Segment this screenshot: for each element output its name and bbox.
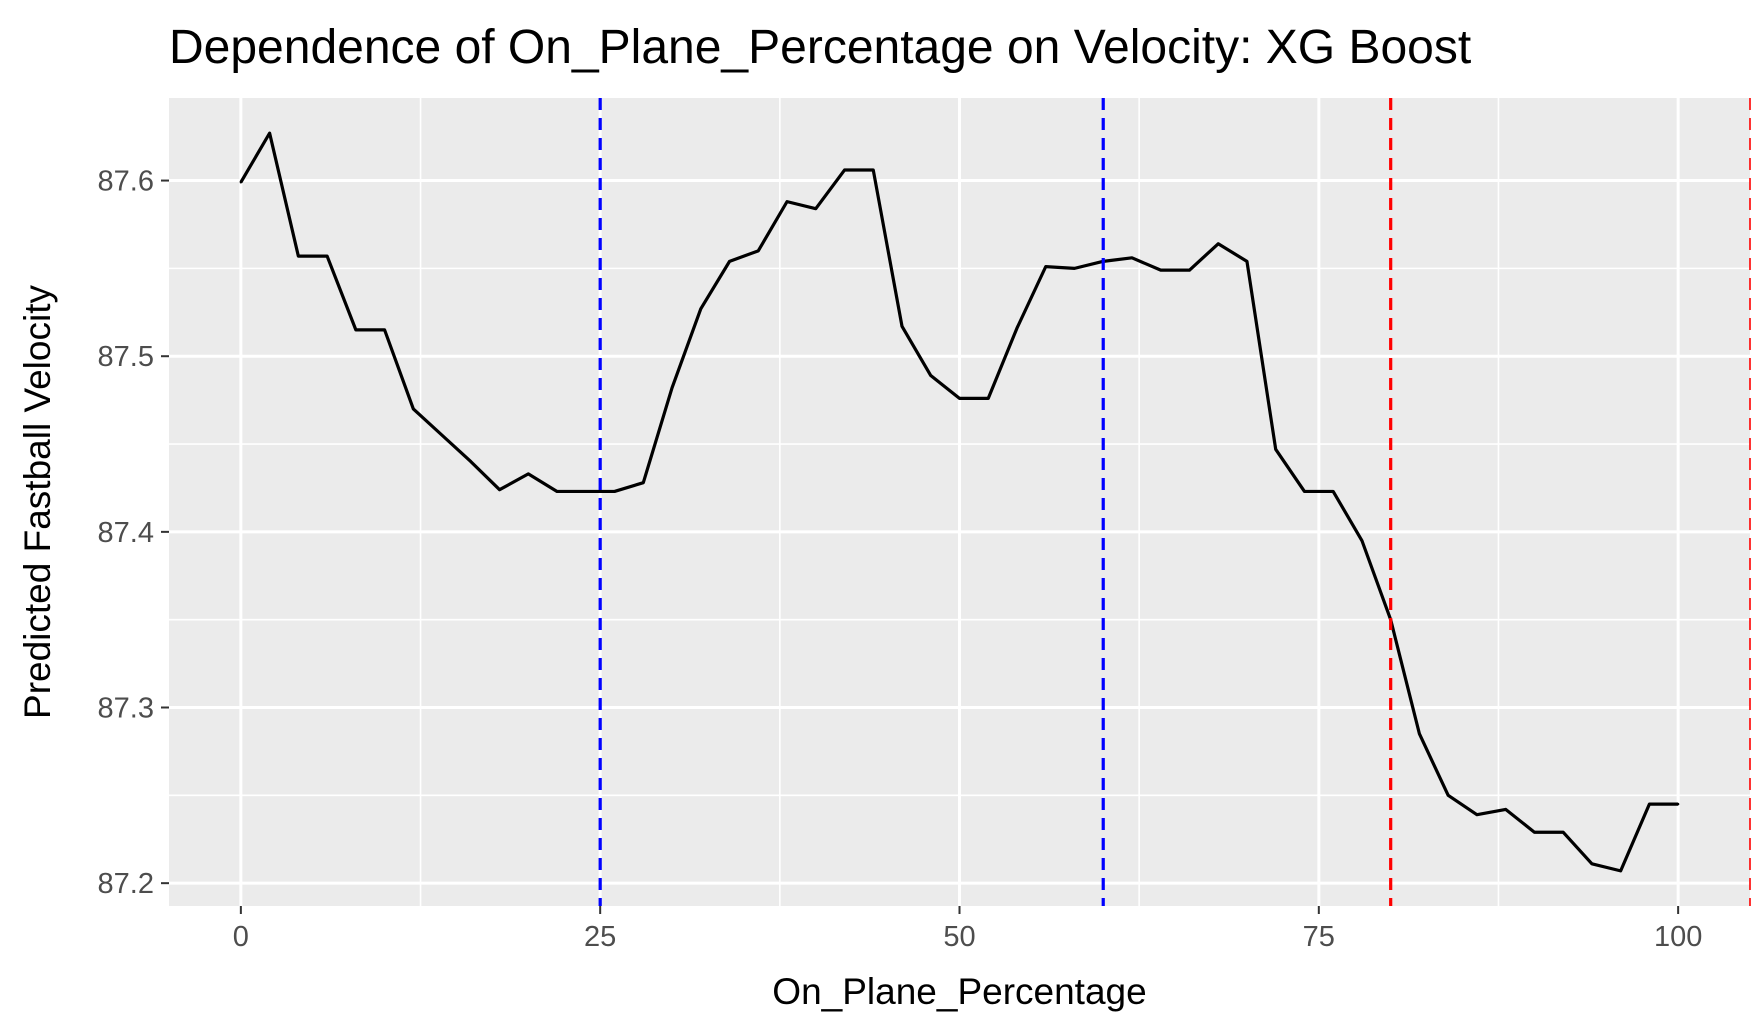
data-point [1418,732,1421,736]
data-point [383,328,386,332]
data-point [1159,268,1162,272]
data-point [843,168,846,172]
data-point [1648,802,1651,806]
data-point [642,481,645,484]
data-point [1073,267,1076,270]
data-point [728,260,731,263]
y-tick-label: 87.3 [98,693,154,725]
data-point [555,490,559,493]
data-point [1475,813,1479,816]
data-point [1245,260,1249,263]
x-axis-title: On_Plane_Percentage [772,971,1146,1012]
data-point [1015,326,1019,330]
data-point [1188,268,1191,272]
data-point [1619,869,1622,873]
data-point [872,168,875,172]
x-tick-label: 100 [1654,921,1702,953]
x-tick-label: 25 [584,921,616,953]
data-point [498,488,501,491]
data-point [929,374,932,377]
data-point [1130,256,1134,260]
data-point [958,397,961,400]
data-point [1217,242,1220,245]
y-tick-label: 87.5 [98,341,154,373]
data-point [1446,794,1450,797]
data-point [1044,265,1047,268]
y-axis: 87.2 87.3 87.4 87.5 87.6 [98,166,169,900]
series-layer [239,131,1680,873]
data-point [1561,831,1565,834]
reference-lines [598,98,1751,906]
y-tick-label: 87.2 [98,868,154,900]
y-tick-label: 87.6 [98,166,154,198]
data-point [440,434,444,437]
data-point [1533,831,1536,834]
x-tick-label: 50 [943,921,975,953]
data-point [699,307,702,310]
data-point [239,181,243,184]
data-point [1303,490,1306,493]
data-point [1274,448,1277,451]
data-point [1590,862,1594,866]
data-point [757,249,760,253]
data-point [814,207,817,210]
data-point [1504,808,1507,811]
data-point [987,397,990,400]
data-point [354,328,358,332]
data-point [1360,539,1364,542]
y-tick-label: 87.4 [98,517,154,549]
chart-title: Dependence of On_Plane_Percentage on Vel… [169,21,1471,74]
data-point [1331,490,1335,493]
data-point [325,254,329,258]
data-point [900,325,904,328]
data-point [527,472,530,476]
x-tick-label: 0 [233,921,249,953]
x-axis: 0 25 50 75 100 [233,906,1702,953]
data-point [584,490,588,493]
data-point [1676,802,1680,806]
data-point [412,407,415,411]
data-point [613,490,616,493]
data-point [469,460,473,463]
data-point [670,386,674,390]
data-point [268,131,271,135]
x-tick-label: 75 [1303,921,1335,953]
y-axis-title: Predicted Fastball Velocity [17,285,58,719]
data-point [785,200,789,203]
data-point [297,254,300,258]
